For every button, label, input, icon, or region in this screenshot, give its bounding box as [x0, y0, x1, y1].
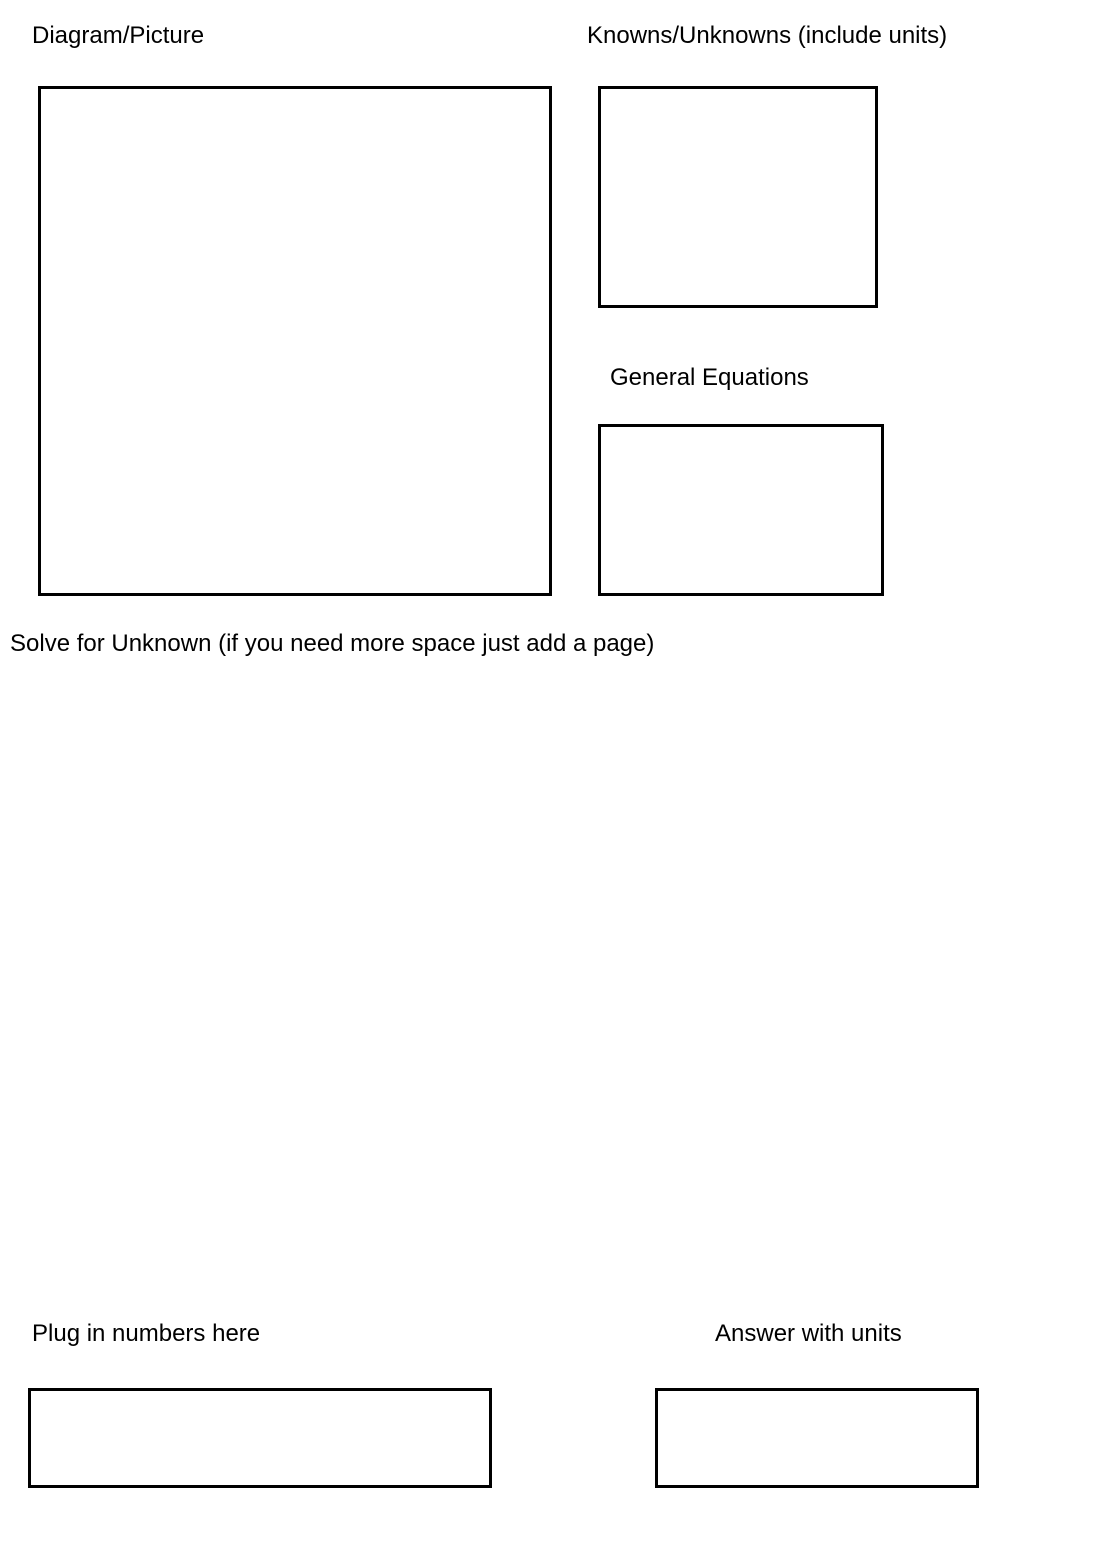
- diagram-box: [38, 86, 552, 596]
- answer-label: Answer with units: [715, 1320, 902, 1348]
- general-equations-label: General Equations: [610, 364, 809, 392]
- knowns-box: [598, 86, 878, 308]
- plug-in-label: Plug in numbers here: [32, 1320, 260, 1348]
- plug-in-box: [28, 1388, 492, 1488]
- answer-box: [655, 1388, 979, 1488]
- general-equations-box: [598, 424, 884, 596]
- solve-label: Solve for Unknown (if you need more spac…: [10, 630, 654, 658]
- diagram-label: Diagram/Picture: [32, 22, 204, 50]
- knowns-label: Knowns/Unknowns (include units): [587, 22, 947, 50]
